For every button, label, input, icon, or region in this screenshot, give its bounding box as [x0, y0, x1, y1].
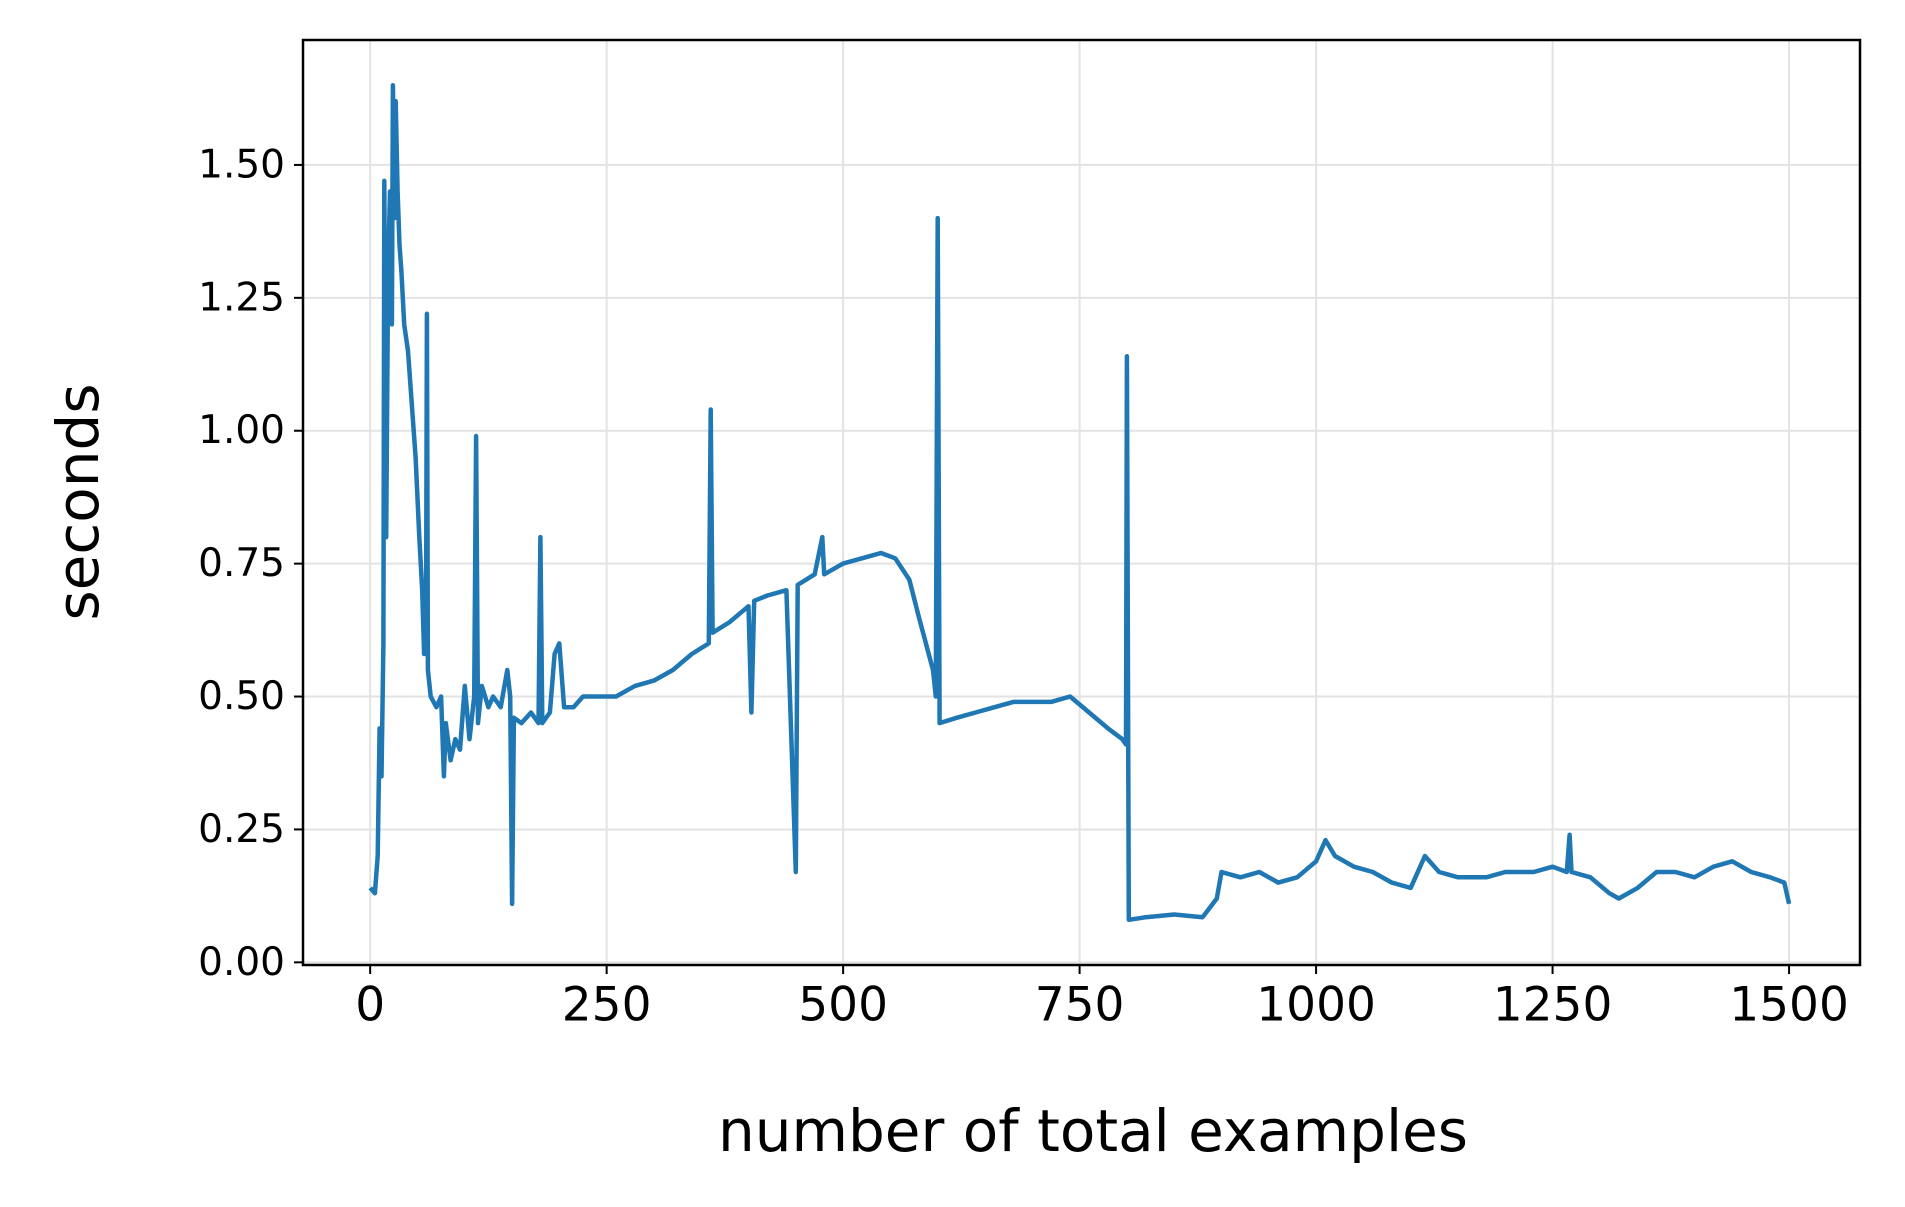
data-line [368, 82, 1792, 923]
y-tick-label: 0.75 [198, 541, 285, 586]
y-tick-label: 1.00 [198, 408, 285, 453]
x-axis-label: number of total examples [718, 1097, 1468, 1165]
y-tick-label: 0.25 [198, 807, 285, 852]
x-tick-label: 1250 [1493, 978, 1613, 1033]
y-tick-label: 0.50 [198, 674, 285, 719]
y-tick-label: 1.25 [198, 275, 285, 320]
x-tick-label: 1500 [1729, 978, 1849, 1033]
x-tick-label: 250 [562, 978, 652, 1033]
x-tick-label: 750 [1035, 978, 1125, 1033]
x-tick-label: 0 [355, 978, 385, 1033]
y-axis-label: seconds [44, 383, 112, 620]
x-tick-label: 1000 [1256, 978, 1376, 1033]
x-tick-label: 500 [798, 978, 888, 1033]
y-tick-label: 1.50 [198, 142, 285, 187]
plot-frame [301, 38, 1862, 967]
y-tick-label: 0.00 [198, 940, 285, 985]
